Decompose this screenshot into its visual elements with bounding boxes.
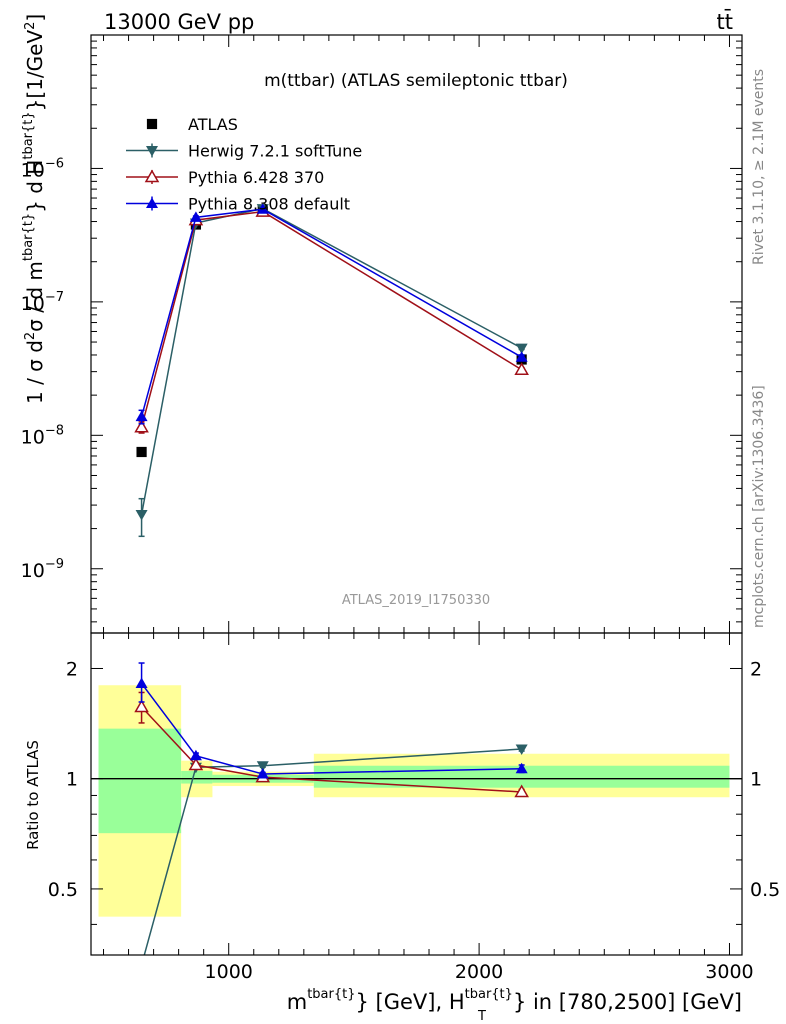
data-point — [256, 203, 269, 214]
ratio-point — [515, 762, 528, 774]
ratio-point — [189, 749, 202, 761]
legend-entry: Pythia 8.308 default — [126, 195, 350, 214]
legend-marker — [146, 118, 158, 130]
main-panel: 10−9 10−8 10−7 10−6 m(ttbar) (ATLAS semilep… — [21, 34, 743, 634]
data-point — [135, 410, 148, 422]
ratio-point — [515, 744, 528, 756]
uncertainty-band-inner — [181, 770, 213, 784]
data-point — [189, 211, 202, 222]
ratio-point — [188, 757, 204, 771]
legend-marker — [146, 146, 158, 157]
analysis-watermark: ATLAS_2019_I1750330 — [342, 593, 490, 608]
rivet-version-label: Rivet 3.1.10, ≥ 2.1M events — [751, 69, 767, 265]
uncertainty-band-inner — [98, 728, 182, 834]
ratio-point — [135, 677, 148, 688]
data-point — [136, 446, 147, 458]
legend-label: ATLAS — [188, 115, 238, 134]
x-tick-label: 2000 — [455, 961, 503, 983]
svg-text:mtbar{t}} [GeV], Htbar{t}} in: mtbar{t}} [GeV], Htbar{t}} in [780,2500]… — [287, 987, 742, 1014]
data-point — [515, 343, 528, 355]
legend-label: Pythia 8.308 default — [188, 195, 350, 214]
x-tick-label: 3000 — [705, 961, 753, 983]
legend-marker — [146, 197, 158, 208]
series-triangle-up — [135, 203, 528, 425]
x-axis-label: mtbar{t}} [GeV], Htbar{t}} in [780,2500]… — [287, 987, 742, 1024]
ratio-y-tick-label-right: 1 — [750, 769, 762, 791]
series-line — [140, 208, 523, 417]
ratio-point — [514, 784, 529, 798]
ratio-point — [134, 699, 149, 713]
svg-text:T: T — [477, 1009, 486, 1024]
energy-label: 13000 GeV pp — [104, 10, 254, 34]
ratio-panel: 0.5 0.5 1 1 2 2 1000 2000 3000 — [48, 632, 780, 983]
legend-label: Pythia 6.428 370 — [188, 168, 324, 187]
process-label: tt̄ — [717, 9, 733, 34]
data-point — [135, 510, 148, 521]
legend-label: Herwig 7.2.1 softTune — [188, 142, 362, 161]
source-label: mcplots.cern.ch [arXiv:1306.3436] — [751, 385, 767, 628]
series-line — [140, 210, 523, 428]
legend-marker — [144, 169, 160, 183]
y-tick-label: 10−8 — [21, 423, 64, 448]
y-tick-label: 10−6 — [21, 156, 64, 181]
main-y-axis-label: 1 / σ d2σ / d mtbar{t}} d Htbar{t}}[1/Ge… — [21, 14, 47, 404]
ratio-series-triangle-up — [135, 662, 528, 779]
ratio-plot-frame — [90, 632, 743, 956]
ratio-y-tick-label: 2 — [66, 658, 78, 680]
ratio-line — [140, 683, 522, 775]
series-square — [136, 204, 527, 458]
legend-entry: ATLAS — [146, 115, 238, 134]
data-point — [514, 362, 529, 375]
ratio-y-tick-label-right: 2 — [750, 658, 762, 680]
y-tick-label: 10−7 — [21, 290, 64, 315]
ratio-line — [143, 748, 522, 955]
legend: ATLAS Herwig 7.2.1 softTune Pythia 6.428 3… — [126, 115, 362, 214]
ratio-point — [256, 768, 269, 779]
ratio-y-tick-label: 0.5 — [48, 879, 78, 901]
ratio-point — [256, 761, 269, 772]
ratio-y-tick-label: 1 — [66, 769, 78, 791]
y-tick-label: 10−9 — [21, 557, 64, 582]
ratio-line — [141, 706, 522, 793]
ratio-y-tick-label-right: 0.5 — [750, 879, 780, 901]
legend-entry: Herwig 7.2.1 softTune — [126, 142, 362, 161]
ratio-y-axis-label: Ratio to ATLAS — [24, 740, 42, 850]
data-point — [134, 419, 149, 433]
plot-title: m(ttbar) (ATLAS semileptonic ttbar) — [264, 71, 568, 91]
data-point — [515, 351, 528, 362]
legend-entry: Pythia 6.428 370 — [126, 168, 324, 187]
x-tick-label: 1000 — [205, 961, 253, 983]
svg-text:1 / σ d2σ / d mtbar{t}} d Htba: 1 / σ d2σ / d mtbar{t}} d Htbar{t}}[1/Ge… — [21, 14, 47, 404]
